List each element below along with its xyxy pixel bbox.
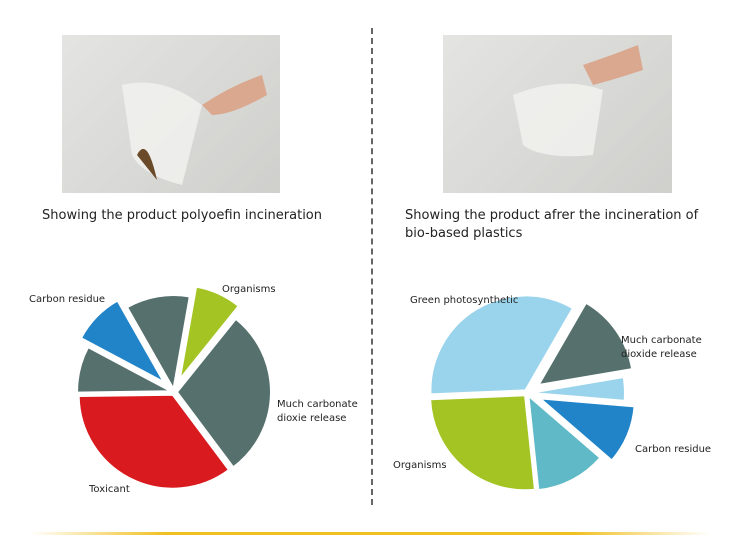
- label-carbon-residue-2: Carbon residue: [635, 444, 711, 455]
- left-caption: Showing the product polyoefin incinerati…: [42, 208, 322, 223]
- label-much-carbonate-2: Much carbonate dioxide release: [621, 335, 702, 360]
- pie-slice-carbon-residue: [79, 299, 167, 385]
- label-carbon-residue: Carbon residue: [29, 294, 105, 305]
- pie-slice-carbon-residue: [536, 397, 636, 462]
- label-organisms: Organisms: [222, 284, 276, 295]
- label-organisms-2: Organisms: [393, 460, 447, 471]
- bottom-rule: [30, 532, 710, 535]
- right-caption: Showing the product afrer the incinerati…: [405, 208, 699, 241]
- pie-slice: [76, 345, 172, 394]
- label-much-carbonate: Much carbonate dioxie release: [277, 399, 358, 424]
- pie-slice: [125, 294, 191, 392]
- dashed-divider: [371, 28, 373, 505]
- pie-slice: [529, 375, 626, 402]
- pie-slice-much-carbonate-dioxie-release: [175, 317, 272, 469]
- bag-illustration: [513, 45, 643, 157]
- pie-slice-organisms: [178, 285, 241, 380]
- photo-polyolefin-incineration: [62, 35, 280, 193]
- label-toxicant: Toxicant: [88, 484, 130, 495]
- label-green-photosynthetic: Green photosynthetic: [410, 295, 518, 306]
- pie-slice-toxicant: [77, 393, 231, 490]
- photo-bioplastic-incineration: [443, 35, 672, 193]
- pie-slice-organisms: [429, 394, 537, 492]
- pie-bioplastic: [429, 294, 636, 492]
- pie-slice-much-carbonate-dioxide-release: [536, 301, 634, 387]
- pie-polyolefin: [76, 285, 272, 490]
- burning-bag-illustration: [122, 75, 267, 185]
- pie-slice: [527, 393, 602, 492]
- pie-slice-green-photosynthetic: [429, 294, 575, 396]
